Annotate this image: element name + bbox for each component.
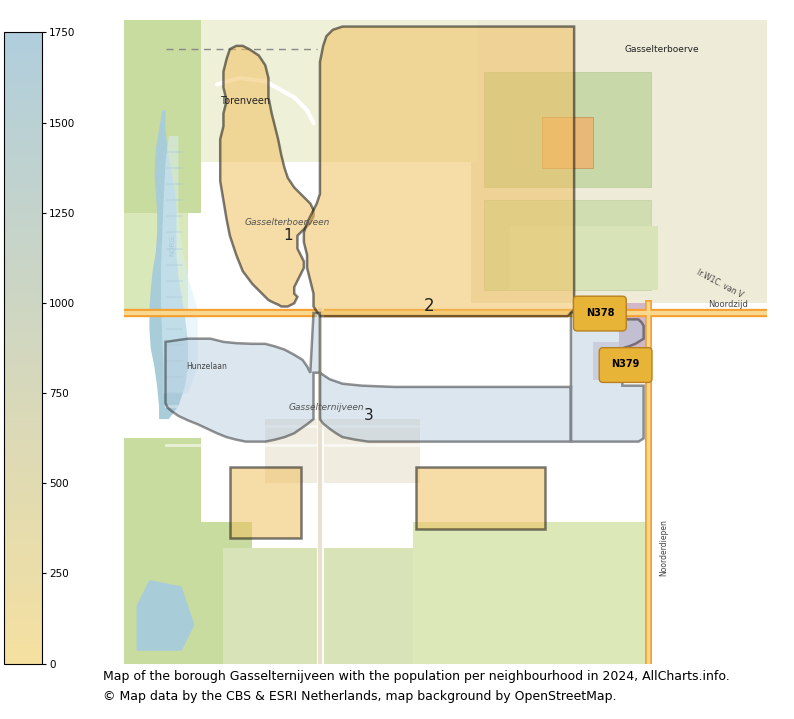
Polygon shape <box>124 535 223 664</box>
Polygon shape <box>265 419 420 483</box>
Polygon shape <box>471 20 767 303</box>
Text: Gasselterboerveen: Gasselterboerveen <box>245 219 330 227</box>
Polygon shape <box>124 522 252 664</box>
Text: Ir.W1C. van V: Ir.W1C. van V <box>696 268 745 300</box>
Text: Noordzijd: Noordzijd <box>708 300 748 309</box>
FancyBboxPatch shape <box>573 296 626 331</box>
Polygon shape <box>542 116 593 168</box>
Text: N378: N378 <box>586 308 614 318</box>
Polygon shape <box>619 303 651 380</box>
Polygon shape <box>161 136 198 393</box>
Text: Gasselternijveen: Gasselternijveen <box>288 403 364 412</box>
Polygon shape <box>417 467 545 528</box>
Polygon shape <box>124 20 201 162</box>
Polygon shape <box>201 20 478 162</box>
Polygon shape <box>137 580 195 651</box>
Polygon shape <box>510 226 657 290</box>
Polygon shape <box>413 522 651 664</box>
Polygon shape <box>149 110 188 419</box>
Text: Torenveen: Torenveen <box>220 96 270 106</box>
Polygon shape <box>165 313 644 441</box>
Text: Hunzelaan: Hunzelaan <box>187 362 228 371</box>
Text: 2: 2 <box>424 298 434 316</box>
Polygon shape <box>124 20 201 214</box>
Text: NORG: NORG <box>169 235 175 256</box>
Polygon shape <box>124 548 651 664</box>
Polygon shape <box>304 27 574 316</box>
Polygon shape <box>484 201 651 290</box>
Text: N379: N379 <box>611 360 640 370</box>
Polygon shape <box>484 72 651 188</box>
Text: © Map data by the CBS & ESRI Netherlands, map background by OpenStreetMap.: © Map data by the CBS & ESRI Netherlands… <box>103 690 617 703</box>
Text: 1: 1 <box>283 228 292 243</box>
Polygon shape <box>229 467 301 538</box>
Text: Map of the borough Gasselternijveen with the population per neighbourhood in 202: Map of the borough Gasselternijveen with… <box>103 670 730 683</box>
Text: Gasselterboerve: Gasselterboerve <box>625 45 700 54</box>
Text: 3: 3 <box>364 408 373 423</box>
Polygon shape <box>593 342 619 380</box>
Polygon shape <box>220 46 314 306</box>
Polygon shape <box>124 439 201 522</box>
Text: Noorderdiepen: Noorderdiepen <box>660 519 669 576</box>
Polygon shape <box>124 214 188 310</box>
FancyBboxPatch shape <box>599 348 652 383</box>
